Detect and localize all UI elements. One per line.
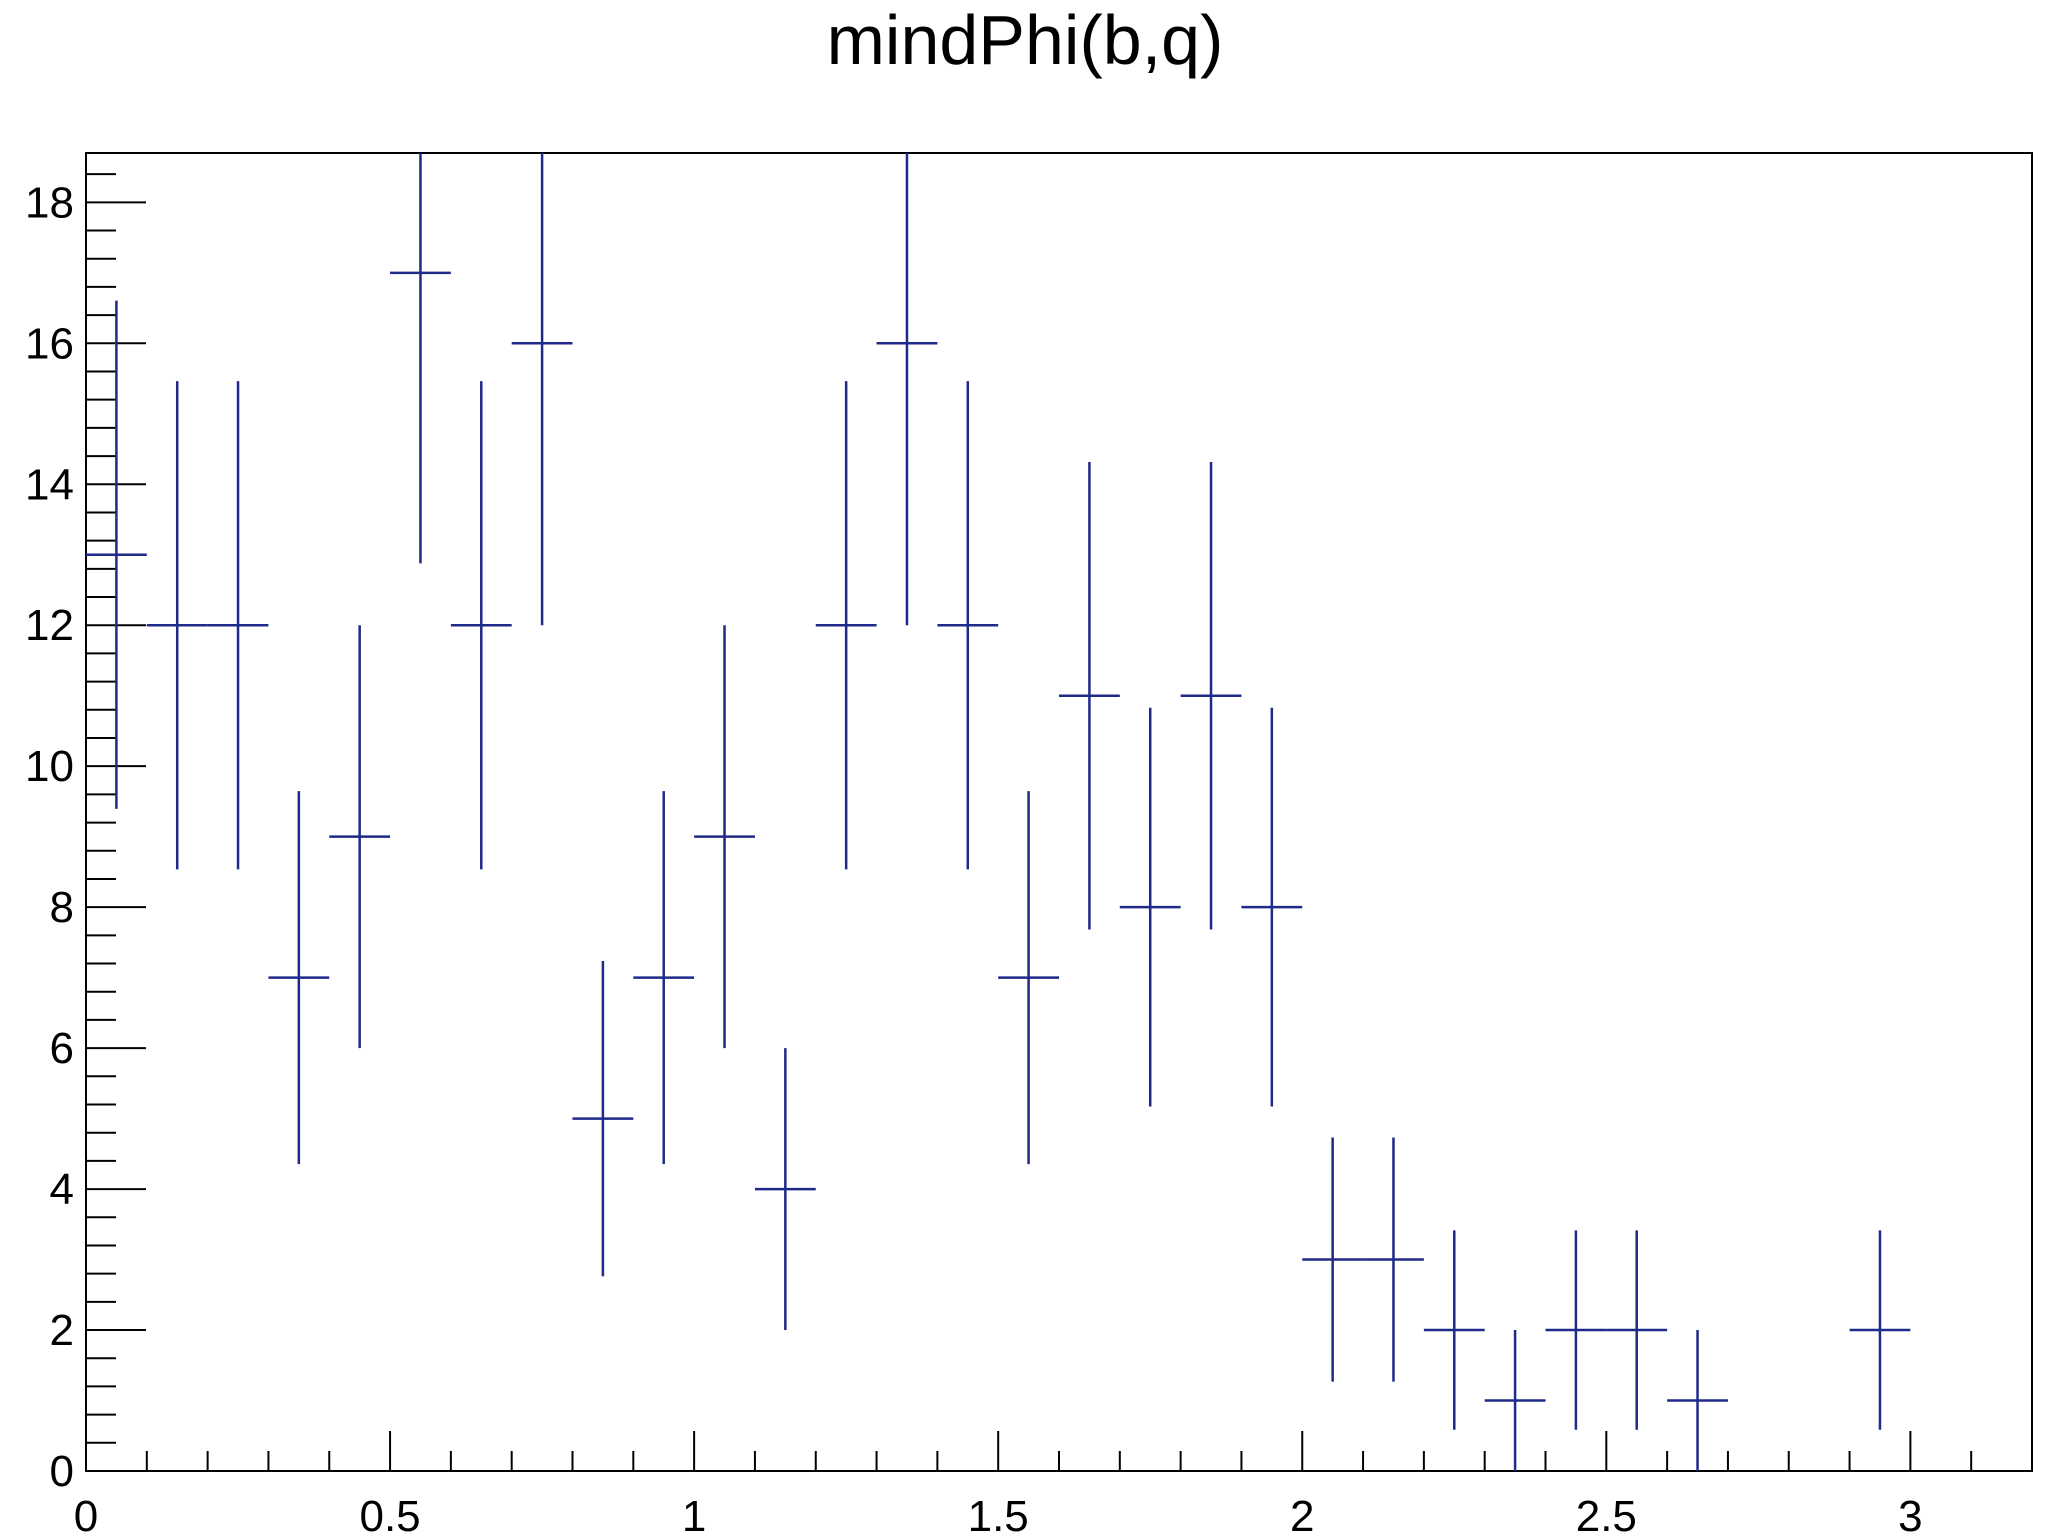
data-point bbox=[329, 625, 391, 1049]
data-point bbox=[1180, 461, 1242, 930]
data-point bbox=[390, 153, 451, 564]
x-tick-label: 3 bbox=[1898, 1492, 1922, 1540]
x-tick-label: 1.5 bbox=[968, 1492, 1029, 1540]
y-tick-label: 12 bbox=[25, 601, 74, 650]
data-point bbox=[998, 791, 1059, 1165]
axis-ticks bbox=[85, 173, 2033, 1472]
data-point bbox=[1302, 1137, 1364, 1382]
data-point bbox=[633, 791, 695, 1165]
x-tick-label: 1 bbox=[682, 1492, 706, 1540]
data-point bbox=[268, 791, 330, 1165]
data-point bbox=[146, 381, 208, 870]
data-point bbox=[1849, 1230, 1911, 1430]
chart-title: mindPhi(b,q) bbox=[826, 1, 1224, 79]
data-point bbox=[1667, 1330, 1728, 1471]
y-tick-label: 16 bbox=[25, 319, 74, 368]
y-tick-label: 10 bbox=[25, 742, 74, 791]
data-point bbox=[694, 625, 755, 1049]
y-tick-label: 8 bbox=[50, 883, 74, 932]
y-tick-label: 0 bbox=[50, 1447, 74, 1496]
y-tick-label: 18 bbox=[25, 178, 74, 227]
data-point bbox=[937, 381, 999, 870]
data-point bbox=[1241, 707, 1303, 1107]
data-point bbox=[1363, 1137, 1424, 1382]
x-tick-label: 0 bbox=[74, 1492, 98, 1540]
data-point bbox=[1059, 461, 1120, 930]
data-point bbox=[815, 381, 877, 870]
data-point bbox=[86, 300, 147, 809]
y-tick-label: 4 bbox=[50, 1165, 74, 1214]
data-point bbox=[876, 153, 938, 626]
data-point bbox=[1545, 1230, 1607, 1430]
plot-frame bbox=[85, 152, 2033, 1472]
x-tick-label: 2 bbox=[1290, 1492, 1314, 1540]
data-point bbox=[572, 960, 634, 1277]
data-point bbox=[1606, 1230, 1668, 1430]
y-tick-label: 14 bbox=[25, 460, 74, 509]
data-marks bbox=[86, 153, 1911, 1471]
data-point bbox=[1484, 1330, 1546, 1471]
data-point bbox=[1119, 707, 1181, 1107]
data-point bbox=[754, 1048, 816, 1331]
x-tick-label: 0.5 bbox=[359, 1492, 420, 1540]
data-point bbox=[511, 153, 573, 626]
x-tick-label: 2.5 bbox=[1576, 1492, 1637, 1540]
y-tick-label: 2 bbox=[50, 1306, 74, 1355]
data-point bbox=[450, 381, 512, 870]
axis-tick-labels: 0 0.5 1 1.5 2 2.5 3 0 2 4 6 8 10 12 14 16 18 bbox=[25, 178, 1923, 1540]
data-point bbox=[1423, 1230, 1485, 1430]
y-tick-label: 6 bbox=[50, 1024, 74, 1073]
data-point bbox=[207, 381, 269, 870]
